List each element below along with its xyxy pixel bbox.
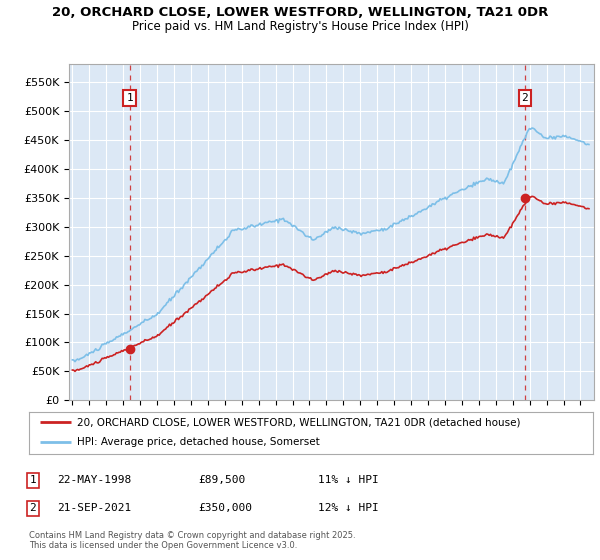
Text: 12% ↓ HPI: 12% ↓ HPI — [318, 503, 379, 514]
Text: £89,500: £89,500 — [198, 475, 245, 486]
Text: HPI: Average price, detached house, Somerset: HPI: Average price, detached house, Some… — [77, 437, 319, 447]
Text: 22-MAY-1998: 22-MAY-1998 — [57, 475, 131, 486]
Text: 2: 2 — [521, 93, 528, 103]
Text: 20, ORCHARD CLOSE, LOWER WESTFORD, WELLINGTON, TA21 0DR (detached house): 20, ORCHARD CLOSE, LOWER WESTFORD, WELLI… — [77, 417, 520, 427]
Text: 21-SEP-2021: 21-SEP-2021 — [57, 503, 131, 514]
Text: 1: 1 — [29, 475, 37, 486]
Text: Contains HM Land Registry data © Crown copyright and database right 2025.
This d: Contains HM Land Registry data © Crown c… — [29, 531, 355, 550]
Text: Price paid vs. HM Land Registry's House Price Index (HPI): Price paid vs. HM Land Registry's House … — [131, 20, 469, 32]
Text: 20, ORCHARD CLOSE, LOWER WESTFORD, WELLINGTON, TA21 0DR: 20, ORCHARD CLOSE, LOWER WESTFORD, WELLI… — [52, 6, 548, 18]
Text: £350,000: £350,000 — [198, 503, 252, 514]
Text: 11% ↓ HPI: 11% ↓ HPI — [318, 475, 379, 486]
Text: 1: 1 — [126, 93, 133, 103]
Text: 2: 2 — [29, 503, 37, 514]
